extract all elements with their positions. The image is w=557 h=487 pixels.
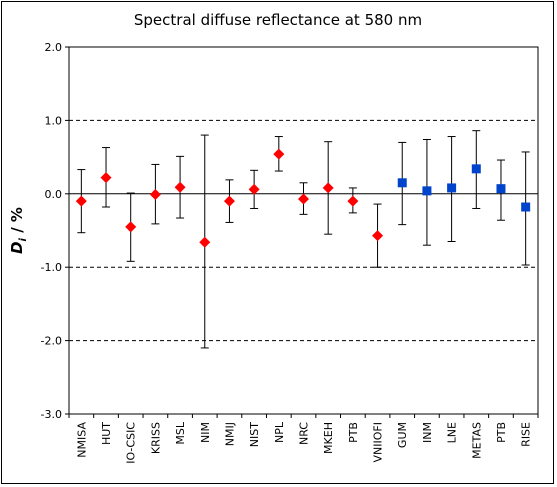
y-tick-label: -1.0 (41, 261, 62, 274)
data-point-diamond (322, 182, 334, 194)
category-label-io-csic: IO-CSIC (125, 422, 138, 464)
category-label-ptb: PTB (347, 422, 360, 443)
data-point-diamond (248, 183, 260, 195)
category-label-nim: NIM (199, 422, 212, 443)
error-bars (77, 130, 530, 349)
category-label-inm: INM (421, 422, 434, 443)
category-label-lne: LNE (446, 422, 459, 443)
y-axis-ticks: 2.0 1.0 0.0 -1.0 -2.0 -3.0 (41, 41, 69, 421)
category-label-vniiofi: VNIIOFI (372, 422, 385, 462)
y-tick-label: 1.0 (45, 114, 63, 127)
plot-area (68, 46, 539, 415)
data-point-diamond (347, 195, 359, 207)
category-label-nrc: NRC (298, 422, 311, 445)
data-point-square (397, 178, 407, 188)
y-tick-label: -2.0 (41, 335, 62, 348)
data-point-diamond (223, 195, 235, 207)
y-tick-label: -3.0 (41, 408, 62, 421)
category-label-npl: NPL (273, 421, 286, 443)
category-label-rise: RISE (520, 422, 533, 447)
data-point-diamond (199, 236, 211, 248)
category-label-nist: NIST (248, 422, 261, 447)
data-point-diamond (100, 172, 112, 184)
category-label-msl: MSL (174, 421, 187, 444)
gridlines (69, 119, 538, 342)
data-point-diamond (149, 189, 161, 201)
category-label-hut: HUT (100, 422, 113, 445)
data-point-square (471, 164, 481, 174)
y-axis-label-main: D (8, 241, 26, 253)
chart-title: Spectral diffuse reflectance at 580 nm (134, 11, 422, 29)
y-tick-label: 2.0 (45, 41, 63, 54)
x-axis-ticks: NMISA HUT IO-CSIC KRISS MSL NIM NMIJ NIST NPL NRC… (68, 414, 539, 464)
data-point-square (521, 202, 531, 212)
y-axis-label-unit: / % (8, 207, 26, 238)
category-label-gum: GUM (396, 422, 409, 448)
data-points (75, 148, 531, 248)
y-axis-label: Di / % (8, 207, 29, 254)
data-point-square (447, 183, 457, 193)
data-point-square (496, 184, 506, 194)
data-point-diamond (372, 230, 384, 242)
data-point-diamond (298, 193, 309, 205)
category-label-mkeh: MKEH (322, 422, 335, 454)
category-label-ptb: PTB (495, 422, 508, 443)
data-point-diamond (273, 148, 285, 160)
y-axis-label-subscript: i (18, 237, 29, 241)
data-point-diamond (125, 221, 137, 233)
data-point-diamond (75, 195, 87, 207)
category-label-nmisa: NMISA (75, 422, 88, 458)
category-label-metas: METAS (470, 422, 483, 459)
category-label-nmij: NMIJ (223, 422, 236, 446)
category-label-kriss: KRISS (149, 422, 162, 454)
data-point-square (422, 186, 432, 196)
y-tick-label: 0.0 (45, 188, 63, 201)
data-point-diamond (174, 181, 186, 193)
